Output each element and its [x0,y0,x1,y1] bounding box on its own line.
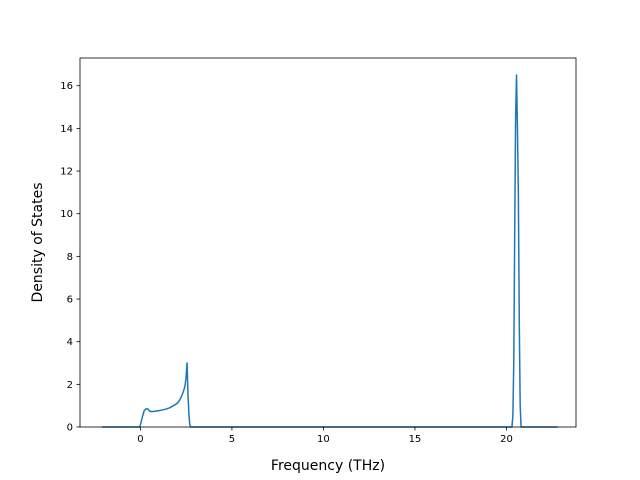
x-tick-label: 15 [409,434,422,445]
y-tick-label: 0 [67,423,73,434]
chart-marks [101,74,558,428]
x-tick-label: 0 [137,434,143,445]
y-axis-label: Density of States [30,183,46,303]
y-axis-ticks: 0 2 4 6 8 10 12 14 16 [60,81,80,434]
series-line-0 [101,74,558,428]
y-tick-label: 10 [60,209,73,220]
plot-area [80,58,576,427]
x-tick-label: 5 [229,434,235,445]
y-tick-label: 8 [67,252,73,263]
y-tick-label: 2 [67,380,73,391]
y-tick-label: 6 [67,295,73,306]
x-tick-label: 10 [317,434,330,445]
y-tick-label: 14 [60,124,73,135]
y-tick-label: 16 [60,81,73,92]
y-tick-label: 4 [67,337,73,348]
x-tick-label: 20 [500,434,513,445]
y-tick-label: 12 [60,167,73,178]
x-axis-ticks: 0 5 10 15 20 [137,427,513,445]
plot-frame [79,57,577,428]
x-axis-label: Frequency (THz) [271,458,385,474]
